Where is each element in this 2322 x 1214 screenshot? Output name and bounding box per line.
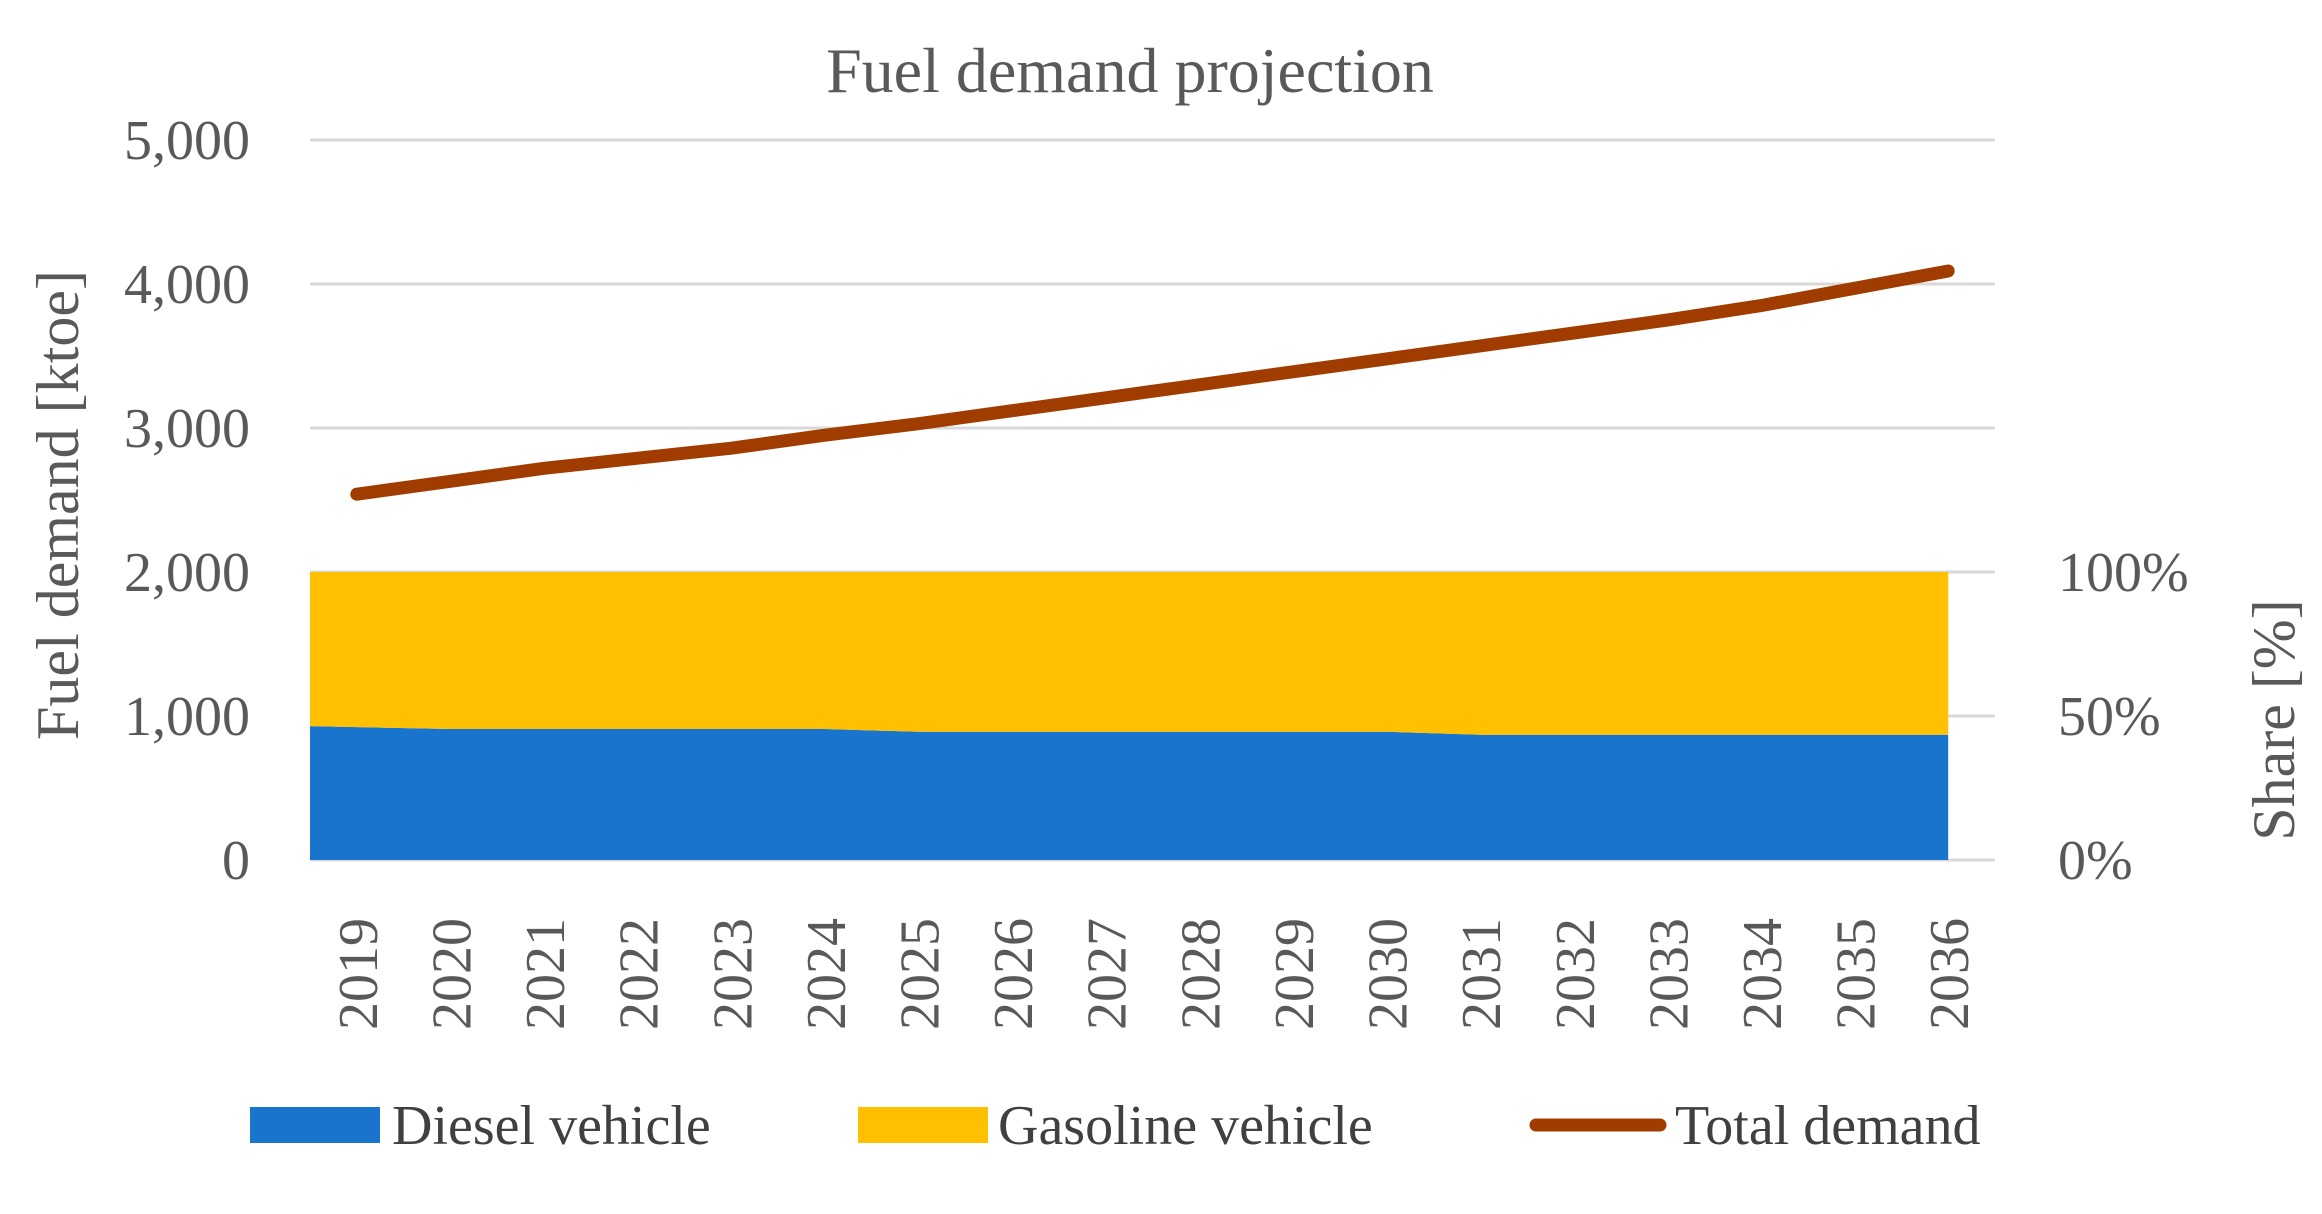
primary-y-ticks: 0 1,000 2,000 3,000 4,000 5,000 [124, 110, 250, 892]
legend-item-total-demand: Total demand [1529, 1095, 1981, 1157]
area-diesel-vehicle [310, 726, 1949, 860]
x-tick-label: 2032 [1545, 918, 1607, 1030]
y-tick-label: 0 [222, 830, 250, 892]
legend-swatch [250, 1107, 380, 1143]
x-tick-label: 2021 [515, 918, 577, 1030]
x-tick-label: 2031 [1451, 918, 1513, 1030]
secondary-y-ticks: 0% 50% 100% [2058, 542, 2189, 892]
chart-title: Fuel demand projection [826, 35, 1434, 106]
x-tick-label: 2028 [1170, 918, 1232, 1030]
legend-item-gasoline-vehicle: Gasoline vehicle [858, 1095, 1373, 1157]
x-tick-label: 2029 [1264, 918, 1326, 1030]
secondary-y-tick-label: 0% [2058, 830, 2133, 892]
x-tick-label: 2026 [983, 918, 1045, 1030]
legend: Diesel vehicle Gasoline vehicle Total dema… [250, 1095, 1981, 1157]
legend-label: Total demand [1675, 1095, 1981, 1157]
x-tick-label: 2035 [1826, 918, 1888, 1030]
x-ticks: 2019 2020 2021 2022 2023 2024 2025 2026 2027 2028… [328, 918, 1981, 1030]
secondary-y-tick-label: 100% [2058, 542, 2189, 604]
x-tick-label: 2022 [609, 918, 671, 1030]
x-tick-label: 2034 [1732, 918, 1794, 1030]
x-tick-label: 2025 [889, 918, 951, 1030]
x-tick-label: 2030 [1358, 918, 1420, 1030]
x-tick-label: 2019 [328, 918, 390, 1030]
y-axis-title: Fuel demand [ktoe] [25, 270, 91, 740]
x-tick-label: 2024 [796, 918, 858, 1030]
x-tick-label: 2033 [1638, 918, 1700, 1030]
line-total-demand [350, 264, 1955, 501]
x-tick-label: 2023 [702, 918, 764, 1030]
secondary-y-tick-label: 50% [2058, 686, 2161, 748]
x-tick-label: 2036 [1919, 918, 1981, 1030]
total-demand-line-layer [350, 264, 1955, 501]
legend-label: Gasoline vehicle [998, 1095, 1373, 1157]
x-tick-label: 2020 [421, 918, 483, 1030]
secondary-y-axis-title: Share [%] [2241, 599, 2307, 841]
area-gasoline-vehicle [310, 572, 1949, 735]
legend-label: Diesel vehicle [392, 1095, 711, 1157]
y-tick-label: 2,000 [124, 542, 250, 604]
y-tick-label: 3,000 [124, 398, 250, 460]
x-tick-label: 2027 [1077, 918, 1139, 1030]
legend-swatch [858, 1107, 988, 1143]
y-tick-label: 1,000 [124, 686, 250, 748]
y-tick-label: 5,000 [124, 110, 250, 172]
y-tick-label: 4,000 [124, 254, 250, 316]
stacked-areas [310, 572, 1949, 860]
legend-item-diesel-vehicle: Diesel vehicle [250, 1095, 711, 1157]
